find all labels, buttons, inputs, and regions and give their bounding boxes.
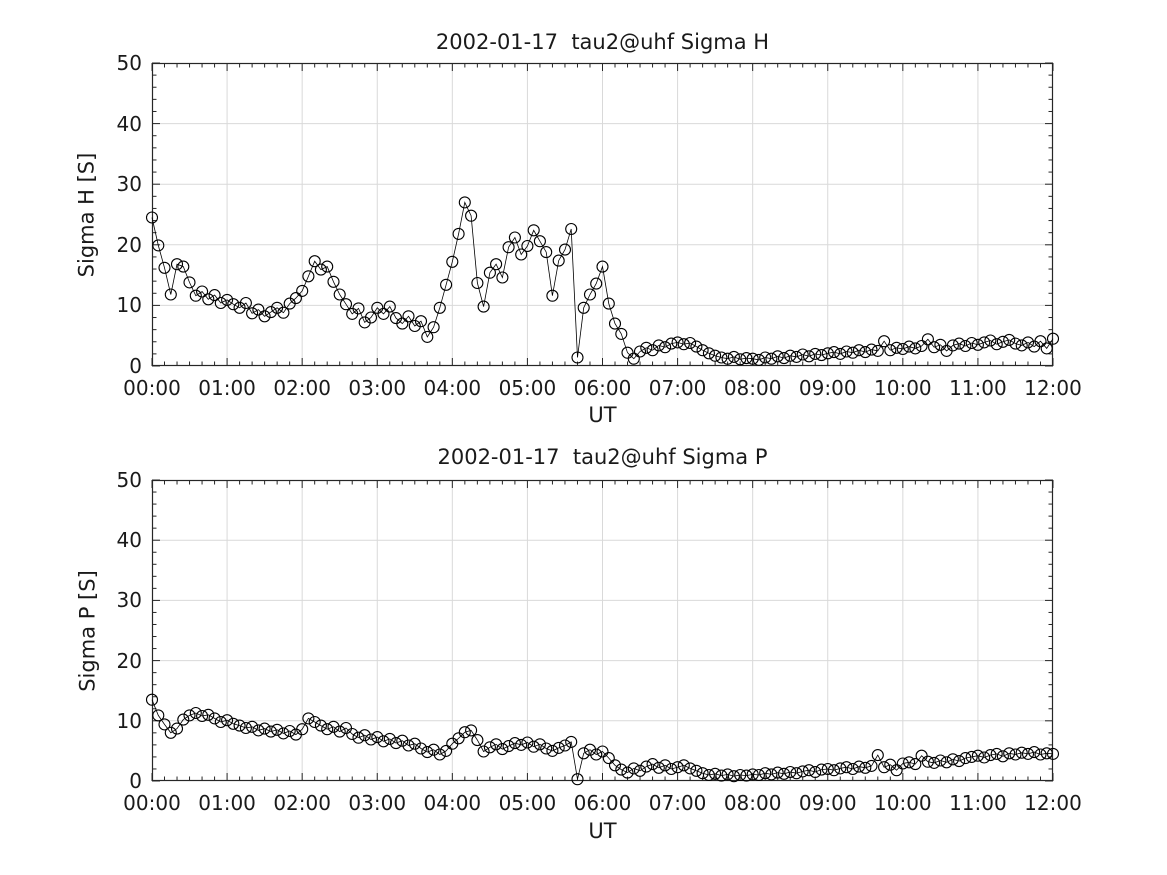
x-tick-label: 11:00 <box>949 376 1007 400</box>
sigma-h-x-tick-labels: 00:00 01:00 02:00 03:00 04:00 05:00 06:00 07:00… <box>123 376 1082 401</box>
y-tick-label: 50 <box>116 468 142 492</box>
sigma-p-title: 2002-01-17 tau2@uhf Sigma P <box>437 445 768 469</box>
x-tick-label: 12:00 <box>1024 376 1082 400</box>
y-tick-label: 10 <box>116 708 142 733</box>
x-tick-label: 03:00 <box>348 791 407 815</box>
y-tick-label: 40 <box>116 111 142 136</box>
x-tick-label: 08:00 <box>723 791 782 815</box>
sigma-p-x-tick-labels: 00:00 01:00 02:00 03:00 04:00 05:00 06:00 07:00… <box>123 791 1082 816</box>
x-tick-label: 10:00 <box>874 376 932 400</box>
x-tick-label: 12:00 <box>1024 791 1082 815</box>
x-tick-label: 05:00 <box>498 376 557 400</box>
sigma-h-x-axis-label: UT <box>588 403 617 427</box>
sigma-h-plot-area <box>145 62 1060 367</box>
y-tick-label: 0 <box>129 354 142 378</box>
x-tick-label: 11:00 <box>949 791 1007 815</box>
x-tick-label: 10:00 <box>874 791 932 815</box>
y-tick-label: 40 <box>116 528 142 553</box>
sigma-h-title: 2002-01-17 tau2@uhf Sigma H <box>435 30 770 54</box>
x-tick-label: 03:00 <box>348 376 407 400</box>
sigma-p-plot-area <box>145 479 1060 786</box>
y-tick-label: 10 <box>116 293 142 318</box>
x-tick-label: 01:00 <box>198 791 256 815</box>
x-tick-label: 02:00 <box>273 791 331 815</box>
x-tick-label: 07:00 <box>648 791 707 815</box>
sigma-p-x-axis-label: UT <box>588 819 617 843</box>
x-tick-label: 06:00 <box>573 791 632 815</box>
x-tick-label: 08:00 <box>723 376 782 400</box>
y-tick-label: 50 <box>116 51 142 75</box>
sigma-h-y-tick-labels: 0 10 20 30 40 50 <box>0 51 142 378</box>
x-tick-label: 02:00 <box>273 376 331 400</box>
x-tick-label: 09:00 <box>798 791 857 815</box>
x-tick-label: 04:00 <box>423 376 482 400</box>
y-tick-label: 20 <box>116 648 142 673</box>
y-tick-label: 30 <box>116 172 142 197</box>
y-tick-label: 30 <box>116 588 142 613</box>
y-tick-label: 0 <box>129 769 142 793</box>
x-tick-label: 01:00 <box>198 376 256 400</box>
x-tick-label: 05:00 <box>498 791 557 815</box>
sigma-p-y-tick-labels: 0 10 20 30 40 50 <box>0 468 142 793</box>
x-tick-label: 07:00 <box>648 376 707 400</box>
x-tick-label: 09:00 <box>798 376 857 400</box>
x-tick-label: 06:00 <box>573 376 632 400</box>
x-tick-label: 04:00 <box>423 791 482 815</box>
y-tick-label: 20 <box>116 232 142 257</box>
x-tick-label: 00:00 <box>123 376 181 400</box>
x-tick-label: 00:00 <box>123 791 181 815</box>
